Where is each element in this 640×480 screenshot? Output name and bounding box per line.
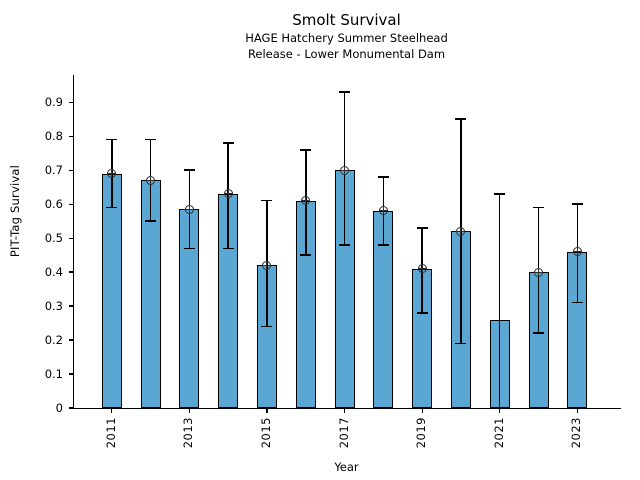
error-cap-low-2022 <box>533 332 545 334</box>
error-bar-2021 <box>498 193 501 408</box>
point-marker-2015 <box>262 260 272 270</box>
marker-cross-v <box>460 226 462 236</box>
error-cap-low-2014 <box>222 247 234 250</box>
y-tick-label: 0.6 <box>44 197 63 212</box>
bar-2011 <box>101 173 122 408</box>
x-tick-label: 2013 <box>181 417 196 449</box>
x-tick-label: 2011 <box>103 417 118 449</box>
error-cap-high-2012 <box>145 138 157 141</box>
x-tick-label: 2015 <box>258 417 273 449</box>
y-tick <box>68 373 73 375</box>
marker-cross-v <box>421 264 423 274</box>
error-cap-high-2011 <box>106 138 118 141</box>
y-tick-label: 0.7 <box>44 163 63 178</box>
x-tick-label: 2017 <box>336 417 351 449</box>
y-tick <box>68 305 73 307</box>
point-marker-2011 <box>107 169 117 179</box>
x-tick-label: 2021 <box>491 417 506 449</box>
y-tick-label: 0.1 <box>44 367 63 382</box>
y-tick-label: 0.8 <box>44 129 63 144</box>
y-tick-label: 0.3 <box>44 299 63 314</box>
y-tick <box>68 407 73 409</box>
chart-subtitle-line2: Release - Lower Monumental Dam <box>247 47 446 61</box>
error-cap-high-2014 <box>222 142 234 144</box>
marker-cross-v <box>344 165 346 175</box>
x-tick <box>343 408 346 413</box>
marker-cross-v <box>266 260 268 270</box>
error-cap-low-2011 <box>106 206 118 209</box>
error-cap-high-2017 <box>339 91 351 93</box>
error-cap-high-2019 <box>416 227 428 229</box>
plot-area <box>73 75 621 409</box>
x-tick-label: 2019 <box>414 417 429 449</box>
y-tick <box>68 101 73 103</box>
error-cap-high-2021 <box>494 193 506 195</box>
error-cap-low-2018 <box>377 244 389 246</box>
point-marker-2017 <box>340 165 350 175</box>
y-tick-label: 0.9 <box>44 95 63 110</box>
marker-cross-v <box>111 169 113 179</box>
error-cap-high-2023 <box>571 203 583 205</box>
error-cap-high-2022 <box>533 206 545 209</box>
error-cap-low-2012 <box>145 220 157 222</box>
point-marker-2012 <box>146 175 156 185</box>
error-cap-high-2015 <box>261 199 273 202</box>
error-cap-high-2018 <box>377 176 389 178</box>
y-tick <box>68 169 73 171</box>
error-cap-low-2020 <box>455 342 467 345</box>
y-tick <box>68 339 73 341</box>
point-marker-2019 <box>417 264 427 274</box>
error-cap-low-2019 <box>416 312 428 314</box>
y-tick <box>68 203 73 205</box>
error-cap-high-2020 <box>455 118 467 120</box>
point-marker-2018 <box>378 206 388 216</box>
error-cap-high-2016 <box>300 149 312 151</box>
point-marker-2022 <box>534 267 544 277</box>
point-marker-2016 <box>301 196 311 206</box>
chart-title: Smolt Survival <box>292 11 401 29</box>
error-cap-low-2015 <box>261 325 273 328</box>
marker-cross-v <box>227 189 229 199</box>
error-cap-low-2017 <box>339 244 351 246</box>
x-tick <box>421 408 423 413</box>
marker-cross-v <box>576 247 578 257</box>
error-cap-low-2013 <box>183 247 195 250</box>
point-marker-2014 <box>223 189 233 199</box>
y-tick-label: 0.5 <box>44 231 63 246</box>
marker-cross-v <box>188 204 190 214</box>
x-tick <box>499 408 501 413</box>
y-tick <box>68 237 73 239</box>
point-marker-2020 <box>456 226 466 236</box>
y-tick-label: 0.4 <box>44 265 63 280</box>
marker-cross-v <box>538 267 540 277</box>
x-axis-label: Year <box>334 460 359 474</box>
x-tick <box>576 408 578 413</box>
error-cap-high-2013 <box>183 169 195 171</box>
y-tick <box>68 135 73 137</box>
y-tick-label: 0 <box>55 401 63 415</box>
marker-cross-v <box>150 175 152 185</box>
marker-cross-v <box>382 206 384 216</box>
y-axis-label: PIT-Tag Survival <box>8 165 22 258</box>
x-tick <box>266 408 268 413</box>
error-cap-low-2023 <box>571 301 583 304</box>
marker-cross-v <box>305 196 307 206</box>
x-tick <box>111 408 113 413</box>
x-tick-label: 2023 <box>569 417 584 449</box>
y-tick <box>68 271 73 273</box>
error-cap-low-2016 <box>300 254 312 256</box>
y-tick-label: 0.2 <box>44 333 63 348</box>
chart-subtitle-line1: HAGE Hatchery Summer Steelhead <box>245 31 448 45</box>
point-marker-2013 <box>184 204 194 214</box>
x-tick <box>188 408 190 413</box>
point-marker-2023 <box>572 247 582 257</box>
